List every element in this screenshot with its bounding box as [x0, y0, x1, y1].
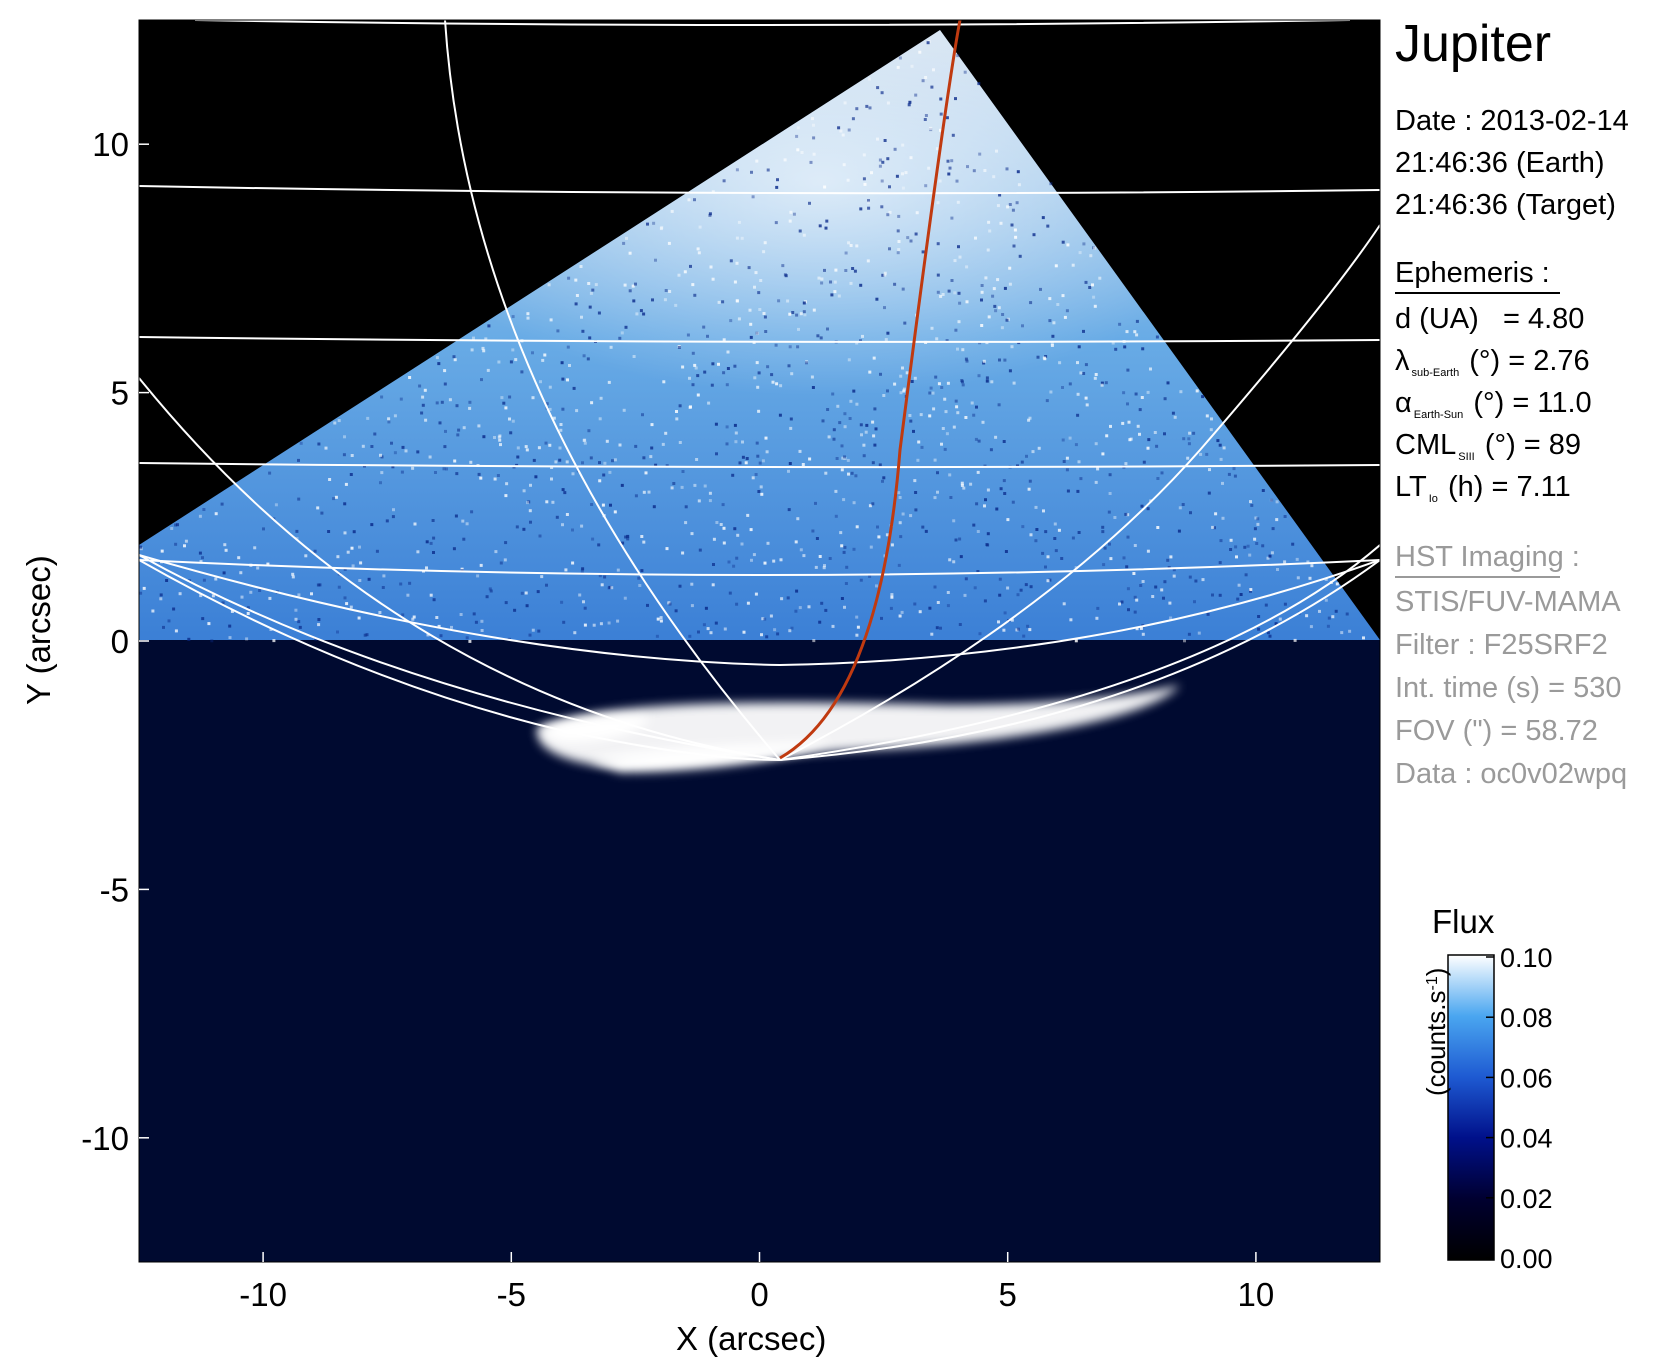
colorbar-tick-label: 0.00 [1500, 1244, 1553, 1274]
polar-haze [139, 30, 1380, 640]
ephemeris-cml: CML SIII (°) = 89 [1395, 429, 1582, 463]
hst-int-time: Int. time (s) = 530 [1395, 672, 1622, 704]
x-ticks: -10 -5 0 5 10 [239, 1252, 1274, 1313]
colorbar-tick-label: 0.08 [1500, 1003, 1553, 1033]
x-tick-label: -10 [239, 1276, 287, 1313]
colorbar-ticks: 0.10 0.08 0.06 0.04 0.02 0.00 [1486, 943, 1553, 1274]
x-tick-label: 10 [1238, 1276, 1275, 1313]
colorbar-tick-label: 0.06 [1500, 1063, 1553, 1093]
colorbar-unit-label: (counts.s-1) [1421, 967, 1451, 1096]
y-tick-label: 10 [92, 126, 129, 163]
x-tick-label: -5 [497, 1276, 526, 1313]
y-tick-label: -10 [81, 1120, 129, 1157]
date-label: Date : 2013-02-14 [1395, 105, 1629, 137]
hst-filter: Filter : F25SRF2 [1395, 629, 1608, 661]
ephemeris-phase-angle: α Earth-Sun (°) = 11.0 [1395, 387, 1592, 421]
colorbar-tick-label: 0.04 [1500, 1124, 1553, 1154]
x-tick-label: 0 [750, 1276, 768, 1313]
ephemeris-sub-earth-lat: λ sub-Earth (°) = 2.76 [1395, 345, 1590, 379]
colorbar [1447, 954, 1495, 1261]
time-earth: 21:46:36 (Earth) [1395, 147, 1605, 179]
y-tick-label: 0 [111, 623, 129, 660]
hst-data-id: Data : oc0v02wpq [1395, 758, 1628, 790]
ephemeris-local-time: LT Io (h) = 7.11 [1395, 471, 1571, 505]
colorbar-tick-label: 0.02 [1500, 1184, 1553, 1214]
ephemeris-distance: d (UA) = 4.80 [1395, 303, 1585, 335]
ephemeris-header: Ephemeris : [1395, 259, 1560, 294]
x-tick-label: 5 [999, 1276, 1017, 1313]
y-axis-label: Y (arcsec) [20, 555, 57, 705]
target-title: Jupiter [1395, 15, 1552, 73]
x-axis-label: X (arcsec) [676, 1320, 827, 1357]
hst-header: HST Imaging : [1395, 543, 1580, 578]
lat-lon-grid [139, 20, 1380, 762]
colorbar-title: Flux [1432, 903, 1495, 940]
y-ticks: 10 5 0 -5 -10 [81, 126, 149, 1157]
time-target: 21:46:36 (Target) [1395, 189, 1616, 221]
y-tick-label: -5 [100, 871, 129, 908]
hst-fov: FOV (") = 58.72 [1395, 715, 1598, 747]
io-footprint-meridian [779, 20, 962, 760]
hst-instrument: STIS/FUV-MAMA [1395, 586, 1621, 618]
y-tick-label: 5 [111, 375, 129, 412]
colorbar-tick-label: 0.10 [1500, 943, 1553, 973]
noise-layer [139, 40, 1365, 643]
